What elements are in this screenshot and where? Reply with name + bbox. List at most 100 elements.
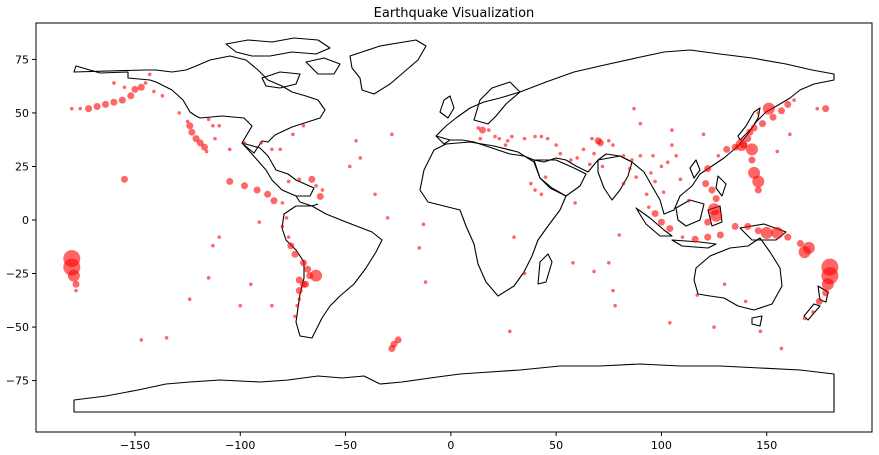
earthquake-point [638,121,643,126]
earthquake-point [187,297,192,302]
earthquake-point [758,120,766,128]
earthquake-point [708,203,721,216]
y-tick-label: −75 [6,375,29,388]
earthquake-point [204,149,209,154]
earthquake-point [423,280,428,284]
earthquake-point [137,83,145,91]
earthquake-point [686,198,691,203]
earthquake-point [634,175,638,179]
earthquake-point [815,297,823,305]
earthquake-point [533,188,537,192]
earthquake-point [722,282,727,287]
earthquake-point [731,222,739,230]
earthquake-point [110,98,118,106]
earthquake-point [478,126,486,134]
earthquake-point [304,265,312,273]
earthquake-point [613,303,617,308]
earthquake-point [122,85,127,90]
x-tick-label: −100 [225,439,255,452]
earthquake-point [476,126,481,130]
earthquake-point [385,216,390,220]
y-tick-label: 50 [15,107,29,120]
earthquake-point [206,117,211,122]
earthquake-point [712,325,716,329]
earthquake-point [85,105,93,113]
earthquake-point [533,134,537,139]
earthquake-point [606,261,611,265]
earthquake-point [659,164,664,169]
earthquake-point [802,316,807,321]
earthquake-point [651,210,659,218]
x-tick-label: −50 [334,439,357,452]
earthquake-point [554,143,558,147]
earthquake-point [284,216,289,220]
earthquake-point [478,136,483,141]
earthquake-point [200,143,208,151]
earthquake-point [101,100,109,108]
earthquake-point [702,180,710,188]
earthquake-point [779,346,784,351]
earthquake-point [131,85,139,93]
earthquake-point [796,240,804,248]
earthquake-point [69,106,74,111]
earthquake-point [588,162,592,167]
earthquake-point [680,235,685,239]
earthquake-point [127,92,135,100]
earthquake-point [238,303,243,308]
earthquake-point [748,156,756,164]
earthquake-point [522,136,527,141]
earthquake-point [704,218,712,226]
earthquake-point [347,164,352,169]
earthquake-point [760,226,773,239]
earthquake-point [299,259,307,267]
earthquake-point [611,143,615,147]
earthquake-point [388,344,396,352]
earthquake-point [630,158,634,162]
earthquake-point [745,143,758,156]
earthquake-point [120,175,128,183]
earthquake-point [291,250,299,258]
earthquake-point [657,218,665,226]
y-tick-label: −25 [6,268,29,281]
earthquake-point [666,225,674,233]
earthquake-point [297,177,302,182]
earthquake-point [606,138,611,143]
earthquake-point [302,280,310,288]
earthquake-point [788,132,792,137]
earthquake-point [280,201,285,205]
earthquake-point [762,102,775,115]
earthquake-point [286,235,291,239]
y-tick-label: 25 [15,160,29,173]
earthquake-point [621,181,626,186]
earthquake-point [756,111,761,115]
earthquake-point [771,226,784,239]
x-tick-label: 100 [651,439,672,452]
plot-area [63,37,839,413]
earthquake-point [196,139,204,147]
earthquake-point [571,261,575,265]
earthquake-point [240,182,248,190]
earthquake-point [646,205,651,209]
earthquake-point [754,227,762,235]
earthquake-point [297,297,302,302]
earthquake-point [139,338,144,342]
earthquake-point [226,177,234,185]
earthquake-point [314,183,318,188]
earthquake-point [257,220,262,224]
earthquake-point [558,151,563,156]
earthquake-point [270,147,274,152]
earthquake-point [287,242,295,250]
earthquake-point [668,320,672,325]
earthquake-point [750,124,758,132]
earthquake-point [592,269,596,274]
earthquake-point [539,134,544,139]
earthquake-point [716,153,721,158]
earthquake-point [308,175,316,183]
earthquake-point [211,243,215,248]
earthquake-point [320,188,325,192]
earthquake-point [373,192,377,197]
earthquake-point [708,186,716,194]
earthquake-point [822,105,830,113]
earthquake-point [358,156,363,160]
